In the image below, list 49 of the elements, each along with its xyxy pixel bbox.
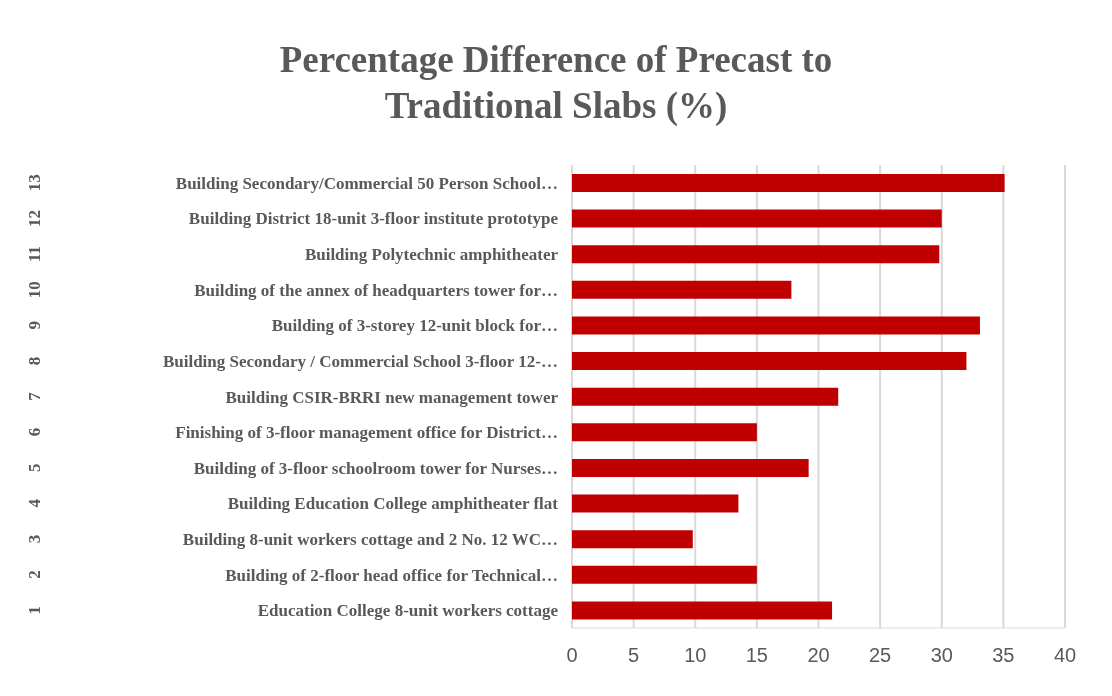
- y2-tick-label: 12: [25, 209, 44, 227]
- y2-tick-label: 3: [25, 534, 44, 544]
- y-tick-label: Building of the annex of headquarters tower for…: [194, 280, 558, 300]
- x-tick-label: 35: [992, 644, 1015, 667]
- y-tick-label: Building Education College amphitheater flat: [227, 494, 559, 514]
- bar: [572, 494, 739, 513]
- y-tick-label: Finishing of 3-floor management office for District…: [175, 423, 558, 443]
- bar: [572, 174, 1005, 192]
- x-tick-label: 40: [1053, 644, 1077, 667]
- bar: [572, 423, 757, 442]
- y2-tick-label: 5: [25, 463, 44, 472]
- bar: [572, 280, 792, 299]
- y2-tick-label: 11: [25, 246, 44, 263]
- bar: [572, 209, 942, 228]
- bar: [572, 352, 967, 371]
- y2-tick-label: 4: [25, 498, 44, 508]
- x-tick-label: 30: [930, 644, 953, 667]
- y-tick-label: Building of 2-floor head office for Technical…: [225, 565, 558, 585]
- y2-tick-label: 1: [25, 605, 44, 615]
- y-tick-label: Education College 8-unit workers cottage: [257, 601, 559, 621]
- y-tick-label: Building Secondary / Commercial School 3-floor 12-…: [162, 351, 558, 371]
- bar: [572, 565, 757, 584]
- bar: [572, 601, 833, 620]
- y-tick-label: Building District 18-unit 3-floor institute prototype: [188, 209, 559, 229]
- x-tick-label: 0: [566, 644, 578, 667]
- bar: [572, 245, 940, 264]
- bar: [572, 316, 980, 335]
- y2-tick-label: 2: [25, 570, 44, 579]
- bar: [572, 530, 693, 549]
- y2-tick-label: 13: [25, 174, 44, 192]
- y2-tick-label: 7: [25, 391, 44, 401]
- x-tick-label: 20: [807, 644, 830, 667]
- bar: [572, 387, 839, 406]
- x-tick-label: 5: [628, 644, 640, 667]
- y-tick-label: Building 8-unit workers cottage and 2 No. 12 WC…: [182, 529, 558, 549]
- x-tick-label: 25: [869, 644, 892, 667]
- y2-tick-label: 8: [25, 356, 44, 366]
- y-tick-label: Building Polytechnic amphitheater: [304, 245, 559, 265]
- y-tick-label: Building of 3-floor schoolroom tower for Nurses…: [193, 458, 558, 478]
- y2-tick-label: 6: [25, 427, 44, 437]
- y2-tick-label: 9: [25, 321, 44, 330]
- bar: [572, 458, 809, 477]
- y2-tick-label: 10: [25, 281, 44, 299]
- x-tick-label: 10: [684, 644, 707, 667]
- chart-title: Percentage Difference of Precast to Traditional Slabs (%): [278, 38, 834, 128]
- y-tick-label: Building of 3-storey 12-unit block for…: [271, 316, 558, 336]
- y-tick-label: Building CSIR-BRRI new management tower: [225, 387, 559, 407]
- x-tick-label: 15: [745, 644, 768, 667]
- y-tick-label: Building Secondary/Commercial 50 Person School…: [175, 173, 558, 193]
